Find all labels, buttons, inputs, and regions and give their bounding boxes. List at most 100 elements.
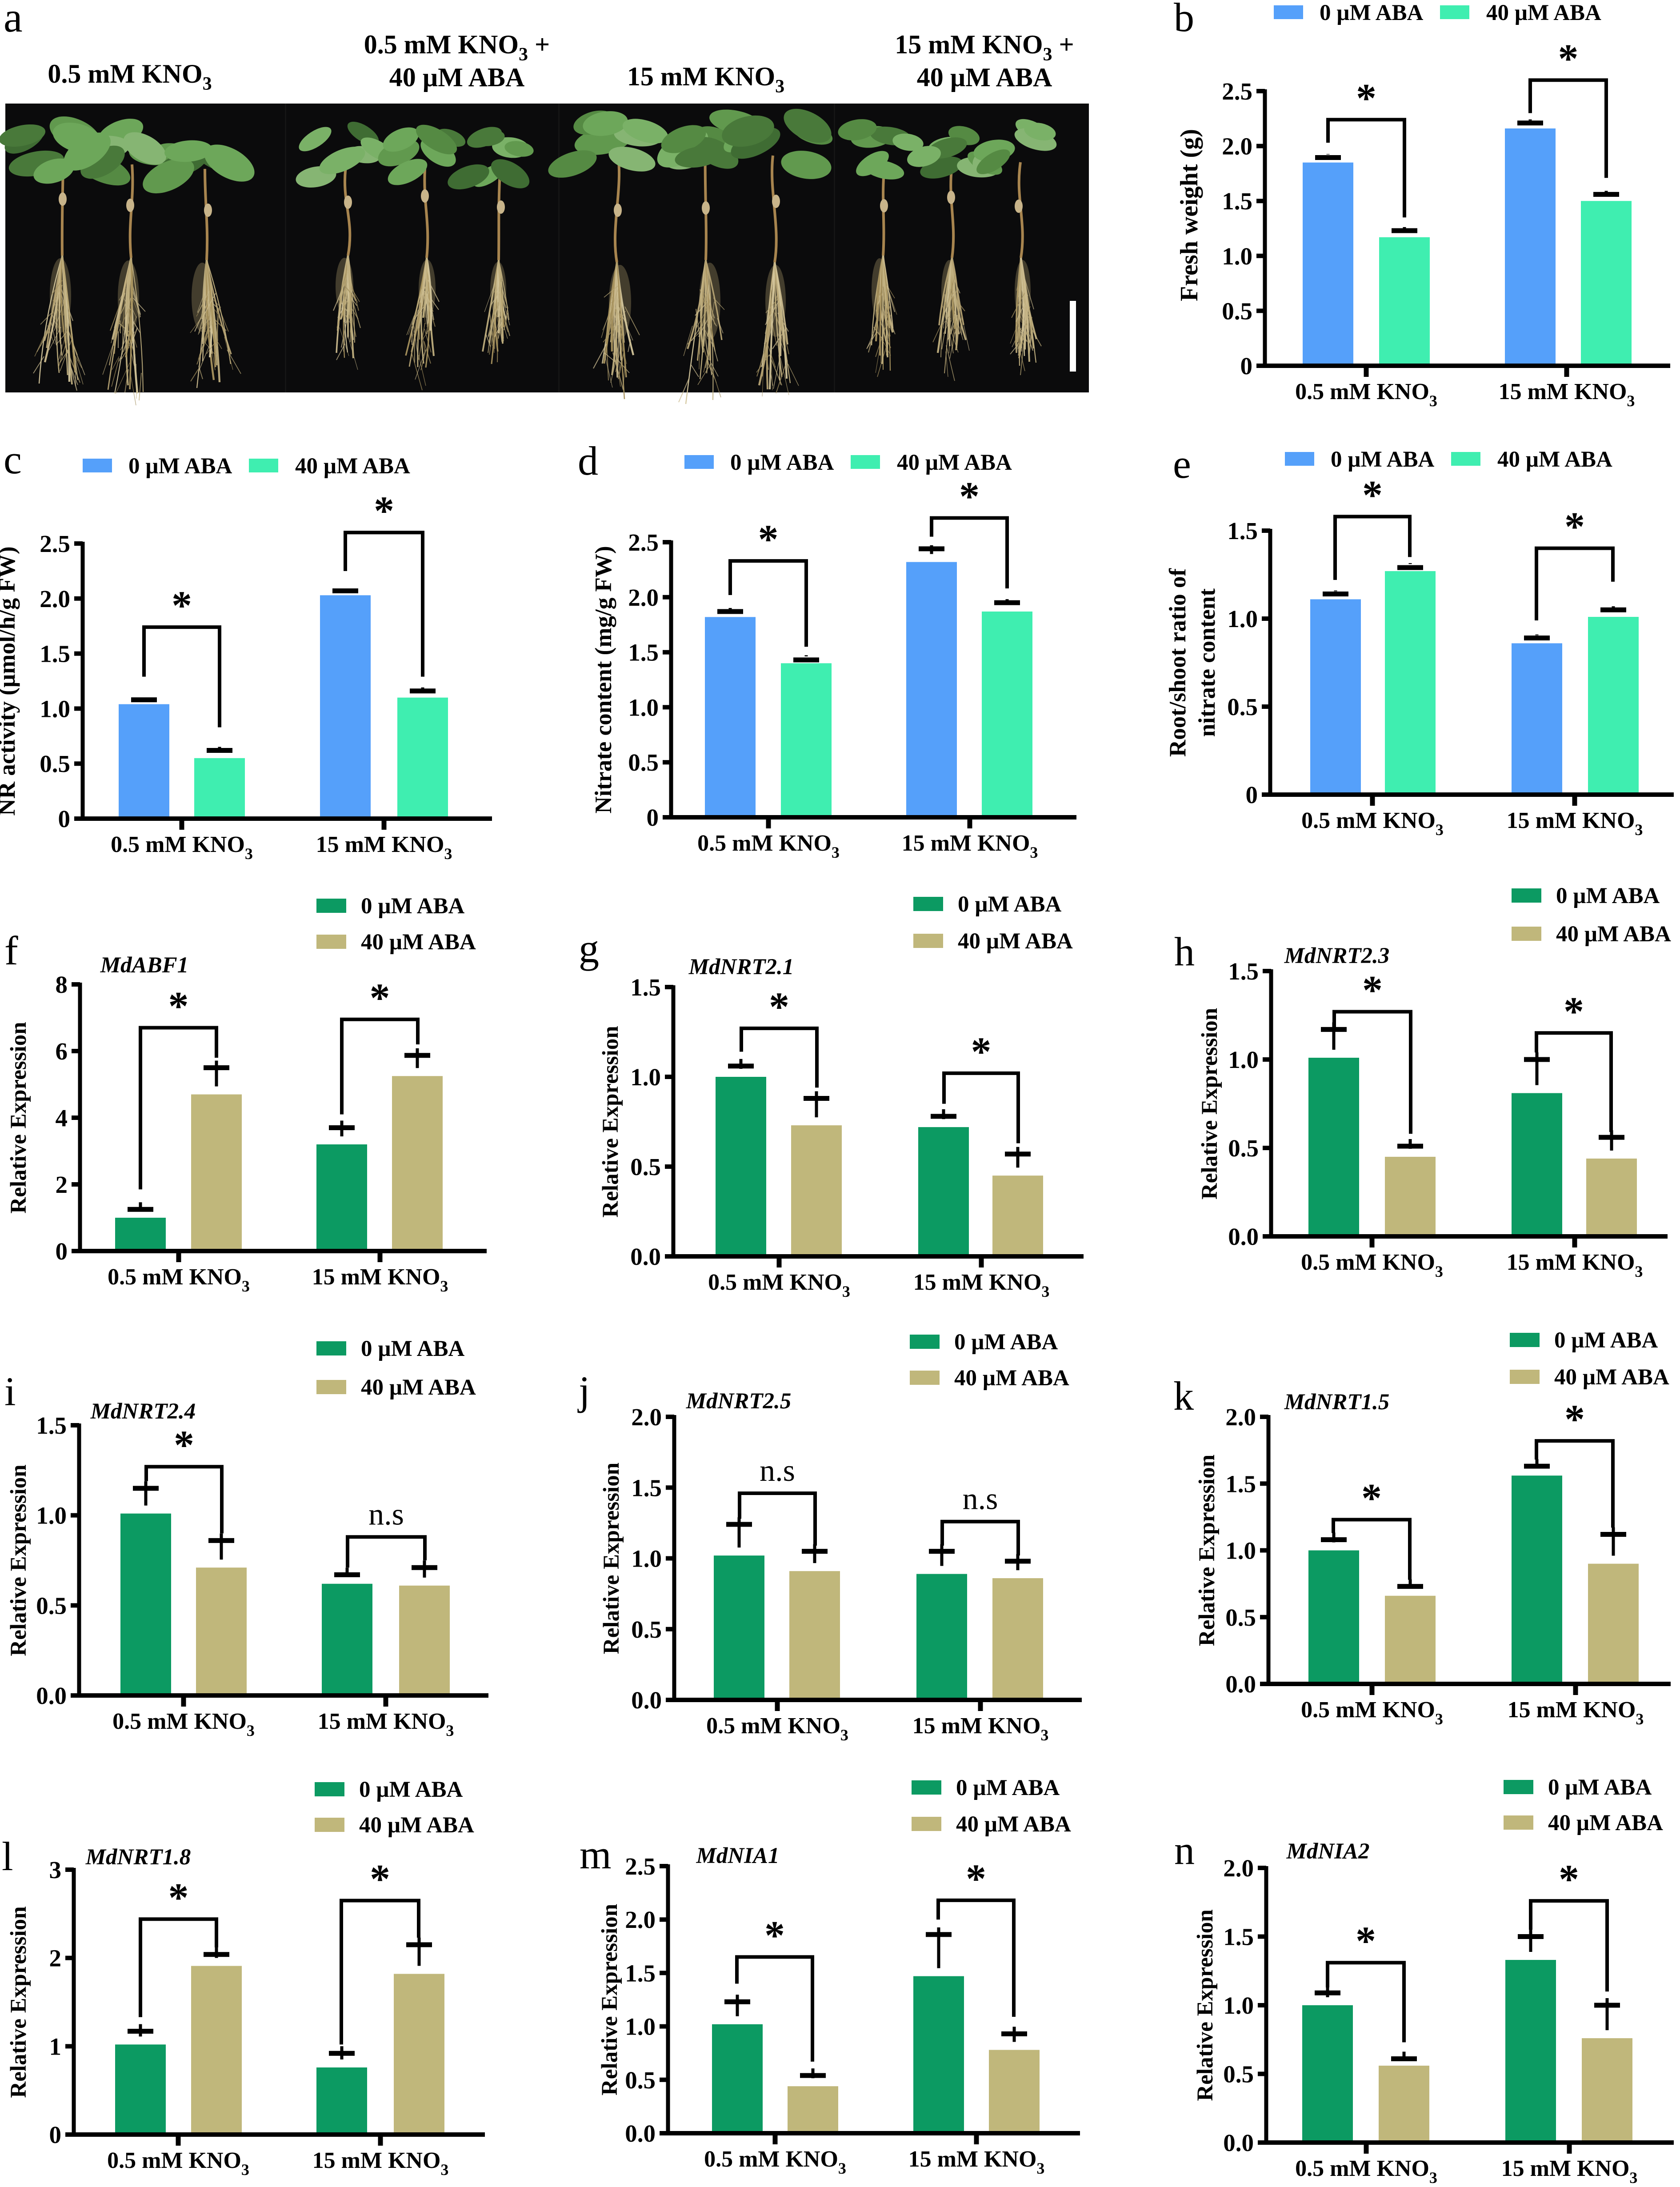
svg-text:1.5: 1.5 (630, 974, 661, 1001)
svg-text:*: * (1559, 1856, 1579, 1902)
svg-text:0 µM ABA: 0 µM ABA (359, 1777, 463, 1802)
svg-text:0.5 mM KNO3: 0.5 mM KNO3 (704, 2147, 846, 2177)
svg-text:b: b (1174, 0, 1194, 40)
svg-text:1.0: 1.0 (628, 694, 659, 721)
svg-text:0 µM ABA: 0 µM ABA (730, 450, 834, 475)
svg-text:0.0: 0.0 (631, 1687, 662, 1714)
svg-text:MdNIA1: MdNIA1 (696, 1843, 779, 1868)
svg-text:f: f (4, 928, 18, 973)
svg-text:a: a (4, 0, 23, 41)
svg-text:0.5 mM KNO3: 0.5 mM KNO3 (1301, 1250, 1443, 1280)
svg-text:Fresh weight (g): Fresh weight (g) (1176, 129, 1203, 301)
svg-text:40 µM ABA: 40 µM ABA (917, 63, 1052, 92)
svg-text:15 mM KNO3: 15 mM KNO3 (627, 62, 784, 97)
svg-text:*: * (1564, 988, 1584, 1034)
svg-text:2.0: 2.0 (625, 1906, 656, 1933)
svg-text:0.5 mM KNO3: 0.5 mM KNO3 (1295, 2156, 1437, 2187)
svg-text:*: * (769, 984, 789, 1029)
svg-text:0.5: 0.5 (40, 750, 70, 777)
svg-text:0: 0 (56, 1238, 68, 1265)
svg-text:0: 0 (1246, 781, 1258, 808)
svg-text:0.5: 0.5 (1228, 1135, 1259, 1162)
svg-text:15 mM KNO3: 15 mM KNO3 (1508, 1697, 1644, 1728)
svg-text:2.0: 2.0 (631, 1403, 662, 1431)
svg-text:0.5 mM KNO3: 0.5 mM KNO3 (708, 1270, 850, 1300)
svg-text:15 mM KNO3: 15 mM KNO3 (912, 1713, 1049, 1744)
svg-text:1.5: 1.5 (1223, 1923, 1254, 1951)
svg-text:Relative Expression: Relative Expression (599, 1463, 624, 1654)
svg-text:Relative Expression: Relative Expression (1197, 1008, 1222, 1199)
svg-text:MdNIA2: MdNIA2 (1286, 1839, 1369, 1864)
svg-text:1.0: 1.0 (1222, 243, 1252, 270)
svg-text:0 µM ABA: 0 µM ABA (956, 1775, 1060, 1800)
svg-text:0: 0 (1240, 352, 1253, 380)
svg-text:*: * (1356, 75, 1376, 120)
svg-text:h: h (1174, 929, 1195, 974)
svg-text:Relative Expression: Relative Expression (1195, 1455, 1220, 1646)
svg-text:n.s: n.s (760, 1454, 795, 1488)
svg-text:0.5 mM KNO3: 0.5 mM KNO3 (1295, 379, 1437, 410)
svg-text:2.5: 2.5 (628, 529, 659, 556)
svg-text:*: * (174, 1422, 194, 1467)
svg-text:*: * (168, 984, 189, 1029)
svg-text:1.0: 1.0 (631, 1545, 662, 1572)
svg-text:d: d (578, 438, 598, 484)
svg-text:*: * (966, 1856, 986, 1901)
svg-text:g: g (579, 926, 599, 971)
svg-text:1: 1 (49, 2033, 62, 2060)
svg-text:0.5: 0.5 (36, 1592, 67, 1619)
svg-text:1.0: 1.0 (630, 1064, 661, 1091)
svg-text:NR activity (µmol/h/g FW): NR activity (µmol/h/g FW) (0, 546, 20, 816)
svg-text:0 µM ABA: 0 µM ABA (1331, 447, 1435, 472)
svg-text:40 µM ABA: 40 µM ABA (958, 929, 1073, 954)
svg-text:15 mM KNO3: 15 mM KNO3 (312, 2148, 449, 2179)
svg-text:2.0: 2.0 (1222, 133, 1252, 160)
svg-text:1.5: 1.5 (625, 1959, 656, 1987)
svg-text:MdNRT2.3: MdNRT2.3 (1284, 944, 1390, 968)
svg-text:40 µM ABA: 40 µM ABA (359, 1813, 474, 1838)
svg-text:2: 2 (56, 1171, 68, 1198)
svg-text:*: * (1362, 968, 1383, 1013)
svg-text:0 µM ABA: 0 µM ABA (128, 454, 232, 479)
svg-text:*: * (1564, 504, 1585, 549)
svg-text:0.5 mM KNO3: 0.5 mM KNO3 (706, 1713, 848, 1744)
svg-text:0.0: 0.0 (625, 2120, 656, 2147)
svg-text:40 µM ABA: 40 µM ABA (361, 1375, 476, 1400)
svg-text:0.5 mM KNO3: 0.5 mM KNO3 (108, 1264, 250, 1295)
svg-text:1.0: 1.0 (40, 695, 70, 722)
svg-text:40 µM ABA: 40 µM ABA (295, 454, 410, 479)
svg-text:0.5: 0.5 (1222, 297, 1252, 324)
svg-text:1.5: 1.5 (1227, 517, 1258, 544)
svg-text:n.s: n.s (963, 1482, 998, 1516)
svg-text:Relative Expression: Relative Expression (1193, 1909, 1218, 2101)
svg-text:15 mM KNO3: 15 mM KNO3 (1499, 379, 1635, 410)
svg-text:1.0: 1.0 (1228, 1046, 1259, 1073)
svg-text:40 µM ABA: 40 µM ABA (897, 450, 1012, 475)
svg-text:40 µM ABA: 40 µM ABA (1556, 922, 1671, 947)
svg-text:*: * (168, 1875, 189, 1920)
svg-text:8: 8 (56, 971, 68, 998)
svg-text:0.5 mM KNO3: 0.5 mM KNO3 (107, 2148, 249, 2179)
svg-text:*: * (1356, 1918, 1376, 1963)
svg-text:6: 6 (56, 1038, 68, 1065)
svg-text:MdNRT2.4: MdNRT2.4 (90, 1399, 196, 1424)
svg-text:0.0: 0.0 (630, 1243, 661, 1270)
svg-text:1.0: 1.0 (1225, 1537, 1256, 1564)
svg-text:0.5: 0.5 (628, 749, 659, 776)
svg-text:15 mM KNO3: 15 mM KNO3 (318, 1709, 454, 1739)
svg-text:40 µM ABA: 40 µM ABA (1548, 1811, 1663, 1835)
svg-text:l: l (2, 1834, 13, 1879)
svg-text:Relative Expression: Relative Expression (597, 1904, 622, 2095)
svg-text:Relative Expression: Relative Expression (6, 1022, 31, 1213)
svg-text:1.5: 1.5 (36, 1412, 67, 1439)
svg-text:c: c (4, 437, 22, 482)
svg-text:Relative Expression: Relative Expression (6, 1464, 31, 1656)
svg-text:0: 0 (647, 804, 659, 831)
svg-text:2.0: 2.0 (628, 584, 659, 611)
svg-text:*: * (758, 516, 779, 562)
svg-text:1.0: 1.0 (625, 2013, 656, 2040)
svg-text:j: j (577, 1368, 590, 1413)
svg-text:nitrate content: nitrate content (1194, 588, 1220, 737)
svg-text:1.0: 1.0 (36, 1502, 67, 1529)
svg-text:2.5: 2.5 (625, 1853, 656, 1880)
